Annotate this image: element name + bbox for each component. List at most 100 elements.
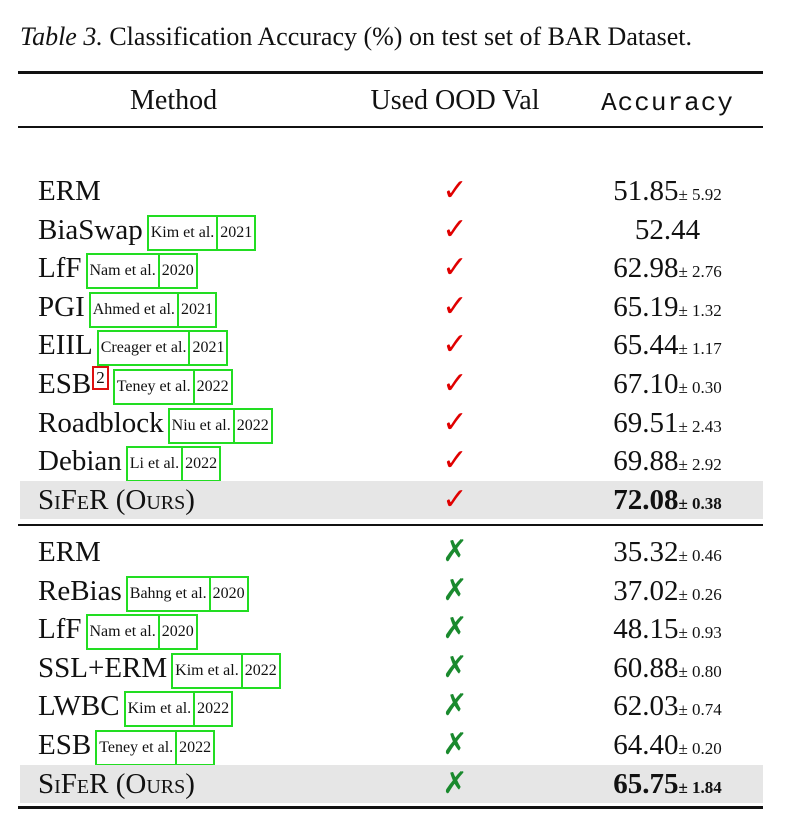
citation-year: 2022: [193, 691, 234, 728]
accuracy-value: 72.08: [613, 484, 679, 516]
accuracy-value: 69.88: [613, 445, 679, 478]
check-icon: ✓: [442, 327, 468, 363]
citation-year: 2021: [176, 291, 217, 328]
method-cell: LfF Nam et al. 2020: [38, 610, 198, 651]
citation: Li et al. 2022: [125, 446, 222, 483]
accuracy-std: ± 0.80: [678, 661, 722, 681]
citation-year: 2022: [232, 407, 273, 444]
check-icon: ✓: [442, 288, 468, 324]
accuracy-cell: 60.88± 0.80: [580, 649, 755, 692]
citation: Kim et al. 2021: [146, 214, 257, 251]
citation-author: Kim et al.: [171, 652, 243, 689]
method-name: ERM: [38, 175, 101, 207]
accuracy-std: ± 0.93: [678, 623, 722, 643]
check-icon: ✓: [442, 250, 468, 286]
accuracy-cell: 52.44: [580, 211, 755, 254]
method-name: SSL+ERM: [38, 651, 168, 684]
accuracy-std: ± 0.38: [678, 494, 722, 513]
citation-author: Teney et al.: [112, 369, 195, 405]
table-row: LfF Nam et al. 2020 ✓ 62.98± 2.76: [0, 249, 789, 290]
table-row: SSL+ERM Kim et al. 2022 ✗ 60.88± 0.80: [0, 649, 789, 689]
method-cell: SiFeR (Ours): [38, 481, 195, 519]
method-cell: PGI Ahmed et al. 2021: [38, 288, 217, 328]
method-cell: EIIL Creager et al. 2021: [38, 326, 229, 367]
accuracy-std: ± 0.46: [678, 546, 722, 565]
method-cell: ERM: [38, 172, 101, 210]
method-name: PGI: [38, 290, 85, 323]
accuracy-cell: 37.02± 0.26: [580, 572, 755, 615]
method-name: LWBC: [38, 690, 120, 723]
method-cell: LWBC Kim et al. 2022: [38, 687, 234, 728]
accuracy-std: ± 0.26: [678, 584, 722, 604]
accuracy-value: 62.03: [613, 690, 679, 723]
method-name: ESB: [38, 368, 92, 400]
method-name: LfF: [38, 613, 82, 646]
accuracy-value: 51.85: [613, 175, 679, 207]
accuracy-cell: 62.98± 2.76: [580, 249, 755, 292]
accuracy-std: ± 2.76: [678, 262, 722, 282]
accuracy-value: 67.10: [613, 368, 679, 400]
accuracy-value: 52.44: [634, 213, 701, 246]
method-cell: Debian Li et al. 2022: [38, 442, 222, 483]
method-name: Roadblock: [38, 406, 164, 439]
citation: Kim et al. 2022: [171, 652, 281, 689]
citation-year: 2021: [216, 214, 257, 251]
method-cell: SSL+ERM Kim et al. 2022: [38, 649, 281, 689]
citation: Teney et al. 2022: [95, 730, 216, 766]
method-cell: LfF Nam et al. 2020: [38, 249, 198, 290]
accuracy-value: 37.02: [613, 574, 679, 607]
mid-rule: [18, 524, 763, 526]
accuracy-cell: 35.32± 0.46: [580, 533, 755, 576]
citation: Kim et al. 2022: [123, 691, 234, 728]
citation-year: 2020: [208, 575, 249, 612]
method-cell: ERM: [38, 533, 101, 571]
accuracy-value: 35.32: [613, 536, 679, 568]
accuracy-value: 65.44: [613, 329, 679, 362]
accuracy-value: 69.51: [613, 406, 679, 439]
accuracy-std: ± 2.92: [678, 455, 722, 475]
method-name: EIIL: [38, 329, 93, 362]
citation-author: Kim et al.: [146, 214, 219, 251]
method-name: ERM: [38, 536, 101, 568]
method-cell: BiaSwap Kim et al. 2021: [38, 211, 257, 251]
check-icon: ✓: [442, 173, 468, 208]
cross-icon: ✗: [442, 611, 468, 647]
table-row: ReBias Bahng et al. 2020 ✗ 37.02± 0.26: [0, 572, 789, 612]
accuracy-value: 60.88: [613, 651, 679, 684]
accuracy-cell: 65.44± 1.17: [580, 326, 755, 369]
table-caption: Table 3. Classification Accuracy (%) on …: [20, 20, 780, 54]
accuracy-cell: 65.19± 1.32: [580, 288, 755, 331]
table-row: BiaSwap Kim et al. 2021 ✓ 52.44: [0, 211, 789, 251]
method-name: SiFeR (Ours): [38, 768, 195, 800]
accuracy-cell: 51.85± 5.92: [580, 172, 755, 215]
method-name: Debian: [38, 445, 122, 478]
citation: Creager et al. 2021: [96, 330, 229, 367]
header-ood: Used OOD Val: [370, 85, 540, 116]
citation-author: Creager et al.: [96, 330, 191, 367]
caption-label: Table 3.: [20, 22, 103, 51]
cross-icon: ✗: [442, 534, 468, 569]
cross-icon: ✗: [442, 688, 468, 724]
citation-author: Bahng et al.: [125, 575, 211, 612]
header-method: Method: [130, 85, 218, 116]
check-icon: ✓: [442, 443, 468, 479]
accuracy-cell: 64.40± 0.20: [580, 726, 755, 769]
citation-author: Kim et al.: [123, 691, 196, 728]
accuracy-std: ± 0.20: [678, 739, 722, 758]
cross-icon: ✗: [442, 766, 468, 801]
accuracy-std: ± 5.92: [678, 185, 722, 204]
accuracy-std: ± 0.74: [678, 700, 722, 720]
footnote-marker: 2: [92, 366, 109, 390]
method-name: ReBias: [38, 574, 122, 607]
table-row: ERM ✓ 51.85± 5.92: [0, 172, 789, 210]
citation-year: 2020: [157, 253, 198, 290]
check-icon: ✓: [442, 211, 468, 247]
method-name: SiFeR (Ours): [38, 484, 195, 516]
caption-text: Classification Accuracy (%) on test set …: [109, 22, 693, 51]
table-row: ESB 2 Teney et al. 2022 ✓ 67.10± 0.30: [0, 365, 789, 405]
citation-author: Teney et al.: [95, 730, 178, 766]
accuracy-value: 65.75: [613, 768, 679, 800]
table-row: EIIL Creager et al. 2021 ✓ 65.44± 1.17: [0, 326, 789, 367]
accuracy-cell: 72.08± 0.38: [580, 481, 755, 524]
citation-year: 2022: [175, 730, 216, 766]
